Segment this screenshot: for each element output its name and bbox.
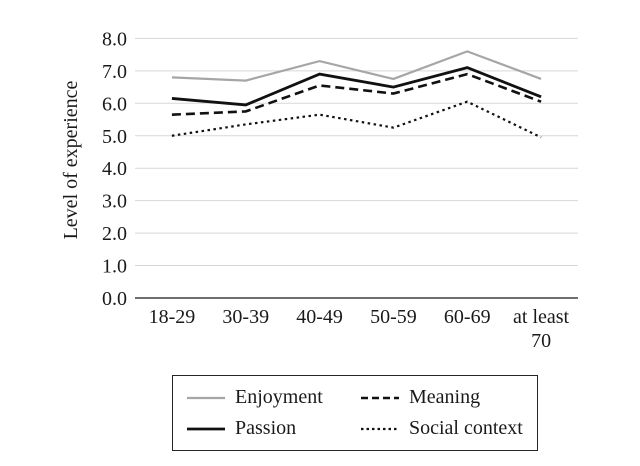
- y-tick-label: 1.0: [102, 256, 127, 278]
- legend-label-enjoyment: Enjoyment: [235, 386, 323, 408]
- legend: Enjoyment Meaning Passion Social context: [172, 375, 538, 451]
- legend-line-sample-passion: [187, 427, 225, 430]
- y-tick-label: 6.0: [102, 93, 127, 115]
- legend-item-passion: Passion: [187, 417, 361, 440]
- y-tick-label: 2.0: [102, 223, 127, 245]
- y-tick-label: 8.0: [102, 28, 127, 50]
- legend-line-sample-social-context: [361, 427, 399, 430]
- series-line-meaning: [171, 72, 542, 116]
- x-tick-label: 30-39: [222, 306, 269, 328]
- legend-label-meaning: Meaning: [409, 386, 481, 408]
- legend-label-passion: Passion: [235, 417, 297, 439]
- legend-label-social-context: Social context: [409, 417, 523, 439]
- series-line-social-context: [171, 100, 542, 139]
- legend-item-enjoyment: Enjoyment: [187, 386, 361, 409]
- x-tick-label: 50-59: [370, 306, 417, 328]
- series-line-enjoyment: [171, 50, 542, 82]
- y-tick-label: 3.0: [102, 191, 127, 213]
- legend-item-meaning: Meaning: [361, 386, 533, 409]
- series-line-passion: [171, 66, 542, 107]
- x-tick-label: 40-49: [296, 306, 343, 328]
- y-axis-title: Level of experience: [60, 80, 82, 240]
- legend-line-sample-meaning: [361, 396, 399, 399]
- x-tick-label: 18-29: [149, 306, 196, 328]
- y-tick-label: 5.0: [102, 126, 127, 148]
- y-tick-label: 7.0: [102, 61, 127, 83]
- x-tick-label: at least 70: [513, 306, 570, 352]
- line-chart-canvas: 0.0 1.0 2.0 3.0 4.0 5.0 6.0 7.0 8.0 18-29 30-39 40-…: [102, 28, 578, 352]
- x-tick-label: 60-69: [444, 306, 491, 328]
- y-tick-label: 0.0: [102, 288, 127, 310]
- y-tick-label: 4.0: [102, 158, 127, 180]
- legend-item-social-context: Social context: [361, 417, 533, 440]
- legend-line-sample-enjoyment: [187, 396, 225, 399]
